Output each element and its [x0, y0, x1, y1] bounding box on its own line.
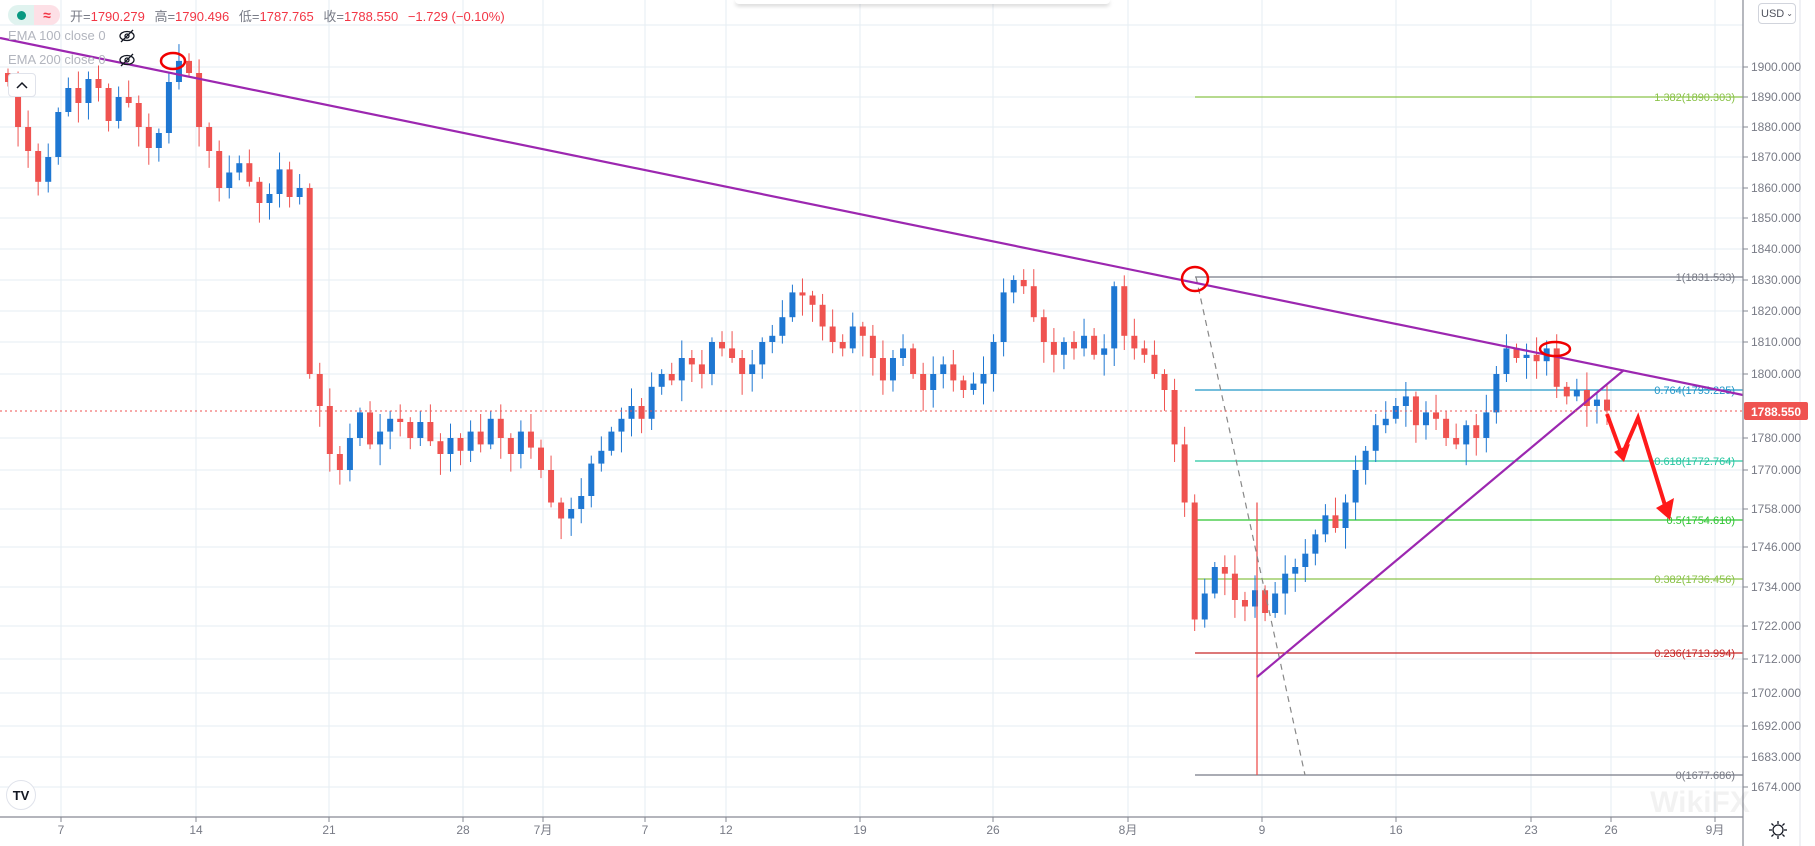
descending-trendline[interactable] [0, 36, 1744, 397]
svg-text:1830.000: 1830.000 [1751, 273, 1801, 287]
svg-text:WikiFX: WikiFX [1650, 786, 1750, 819]
collapse-legend-button[interactable] [8, 73, 36, 97]
indicator-label: EMA 100 close 0 [8, 28, 106, 43]
svg-text:1900.000: 1900.000 [1751, 60, 1801, 74]
svg-text:7月: 7月 [534, 823, 553, 837]
change-value: −1.729 (−0.10%) [407, 8, 505, 24]
svg-text:16: 16 [1389, 823, 1403, 837]
drawing-annotations[interactable] [0, 36, 1744, 776]
indicator-ema100[interactable]: EMA 100 close 0 [8, 28, 136, 43]
svg-text:1820.000: 1820.000 [1751, 304, 1801, 318]
svg-text:9: 9 [1259, 823, 1266, 837]
svg-text:1702.000: 1702.000 [1751, 686, 1801, 700]
tradingview-logo[interactable]: TV [6, 780, 36, 810]
close-label: 收= [323, 8, 344, 24]
chevron-down-icon: ⌄ [1786, 9, 1793, 18]
grid [0, 0, 1743, 817]
svg-text:0(1677.686): 0(1677.686) [1676, 770, 1735, 782]
close-value: 1788.550 [343, 8, 399, 24]
svg-text:1(1831.533): 1(1831.533) [1676, 272, 1735, 284]
svg-text:1734.000: 1734.000 [1751, 580, 1801, 594]
svg-text:1674.000: 1674.000 [1751, 780, 1801, 794]
candlestick-series [5, 44, 1610, 775]
svg-text:8月: 8月 [1119, 823, 1138, 837]
highlight-circle[interactable] [1538, 340, 1572, 358]
svg-text:26: 26 [986, 823, 1000, 837]
svg-text:9月: 9月 [1706, 823, 1725, 837]
indicator-label: EMA 200 close 0 [8, 52, 106, 67]
status-pill[interactable]: ≈ [8, 5, 60, 25]
last-price-badge [1744, 402, 1808, 420]
chevron-up-icon [16, 81, 28, 89]
settings-icon[interactable] [1768, 820, 1788, 840]
highlight-circle[interactable] [1180, 265, 1210, 293]
currency-dropdown[interactable]: USD ⌄ [1758, 3, 1796, 24]
fib-trend-dashed-line[interactable] [1195, 276, 1306, 776]
svg-text:23: 23 [1524, 823, 1538, 837]
highlight-circle[interactable] [159, 51, 187, 71]
svg-text:12: 12 [719, 823, 733, 837]
svg-text:1788.550: 1788.550 [1751, 405, 1801, 419]
open-label: 开= [70, 8, 91, 24]
svg-text:0.764(1795.225): 0.764(1795.225) [1654, 385, 1735, 397]
ascending-trendline[interactable] [1256, 369, 1625, 678]
market-open-dot-icon [8, 5, 34, 25]
svg-text:21: 21 [322, 823, 336, 837]
wave-icon: ≈ [34, 5, 60, 25]
currency-label: USD [1761, 7, 1785, 20]
open-value: 1790.279 [90, 8, 145, 24]
svg-text:1800.000: 1800.000 [1751, 367, 1801, 381]
svg-text:7: 7 [58, 823, 65, 837]
svg-text:1.382(1890.303): 1.382(1890.303) [1654, 92, 1735, 104]
svg-text:0.618(1772.764): 0.618(1772.764) [1654, 456, 1735, 468]
svg-text:0.5(1754.610): 0.5(1754.610) [1667, 515, 1736, 527]
symbol-legend: ≈ 开=1790.279 高=1790.496 低=1787.765 收=178… [8, 4, 511, 26]
eye-crossed-icon[interactable] [118, 29, 136, 43]
svg-text:1683.000: 1683.000 [1751, 750, 1801, 764]
arrow-head-icon [1656, 498, 1674, 520]
svg-text:0.236(1713.994): 0.236(1713.994) [1654, 648, 1735, 660]
low-label: 低= [238, 8, 260, 24]
svg-text:1770.000: 1770.000 [1751, 463, 1801, 477]
low-value: 1787.765 [259, 8, 314, 24]
high-label: 高= [154, 8, 176, 24]
svg-text:1712.000: 1712.000 [1751, 652, 1801, 666]
svg-text:19: 19 [853, 823, 867, 837]
top-toolbar-edge [735, 0, 1110, 4]
svg-text:1890.000: 1890.000 [1751, 90, 1801, 104]
svg-text:1860.000: 1860.000 [1751, 181, 1801, 195]
svg-text:7: 7 [642, 823, 649, 837]
ohlc-values: 开=1790.279 高=1790.496 低=1787.765 收=1788.… [70, 6, 511, 25]
svg-text:26: 26 [1604, 823, 1618, 837]
svg-text:1692.000: 1692.000 [1751, 719, 1801, 733]
svg-text:1810.000: 1810.000 [1751, 335, 1801, 349]
high-value: 1790.496 [175, 8, 230, 24]
arrow-head-icon [1614, 444, 1630, 462]
svg-text:1780.000: 1780.000 [1751, 431, 1801, 445]
svg-text:14: 14 [189, 823, 203, 837]
svg-text:1746.000: 1746.000 [1751, 540, 1801, 554]
forecast-arrow[interactable] [1605, 412, 1670, 516]
svg-text:28: 28 [456, 823, 470, 837]
svg-text:1850.000: 1850.000 [1751, 211, 1801, 225]
svg-text:1722.000: 1722.000 [1751, 619, 1801, 633]
svg-text:1758.000: 1758.000 [1751, 502, 1801, 516]
svg-text:0.382(1736.456): 0.382(1736.456) [1654, 574, 1735, 586]
svg-text:1880.000: 1880.000 [1751, 120, 1801, 134]
svg-text:1840.000: 1840.000 [1751, 242, 1801, 256]
svg-text:1870.000: 1870.000 [1751, 150, 1801, 164]
indicator-ema200[interactable]: EMA 200 close 0 [8, 52, 136, 67]
eye-crossed-icon[interactable] [118, 53, 136, 67]
